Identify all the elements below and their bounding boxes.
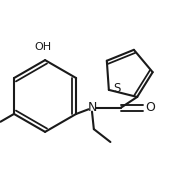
Text: S: S — [113, 83, 120, 95]
Text: N: N — [87, 101, 97, 114]
Text: OH: OH — [35, 42, 52, 52]
Text: O: O — [145, 101, 155, 114]
